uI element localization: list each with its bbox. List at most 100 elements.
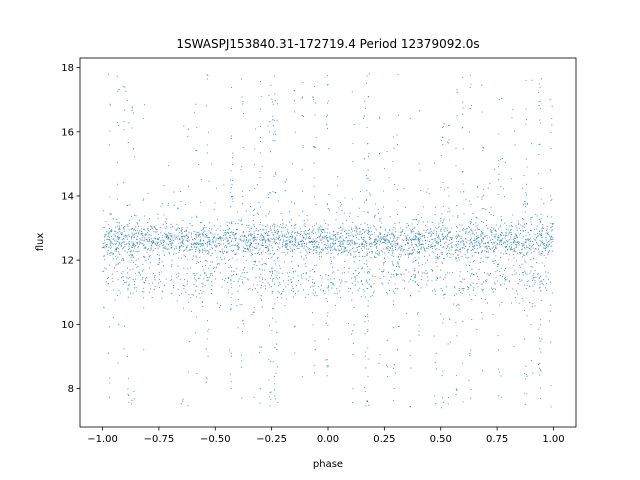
data-point [311, 231, 313, 233]
data-point [293, 248, 295, 250]
data-point [297, 280, 300, 282]
data-point [366, 279, 368, 281]
data-point [183, 255, 185, 257]
data-point [510, 231, 512, 234]
data-point [293, 326, 295, 328]
data-point [269, 405, 271, 407]
data-point [156, 253, 158, 256]
data-point [226, 251, 228, 253]
data-point [459, 249, 462, 251]
data-point [128, 395, 130, 397]
data-point [132, 229, 134, 231]
data-point [474, 248, 476, 250]
data-point [121, 239, 123, 241]
data-point [339, 296, 341, 298]
data-point [342, 223, 344, 225]
data-point [170, 279, 172, 281]
data-point [469, 223, 472, 225]
data-point [219, 229, 221, 231]
data-point [233, 234, 235, 236]
data-point [316, 240, 318, 242]
data-point [459, 247, 461, 249]
data-point [316, 247, 318, 249]
data-point [210, 274, 212, 276]
data-point [292, 290, 294, 293]
data-point [419, 237, 421, 239]
data-point [113, 233, 115, 235]
data-point [204, 236, 206, 238]
data-point [237, 327, 239, 329]
data-point [133, 250, 135, 252]
data-point [242, 319, 244, 321]
data-point [253, 264, 255, 266]
data-point [128, 219, 130, 222]
data-point [383, 276, 385, 278]
data-point [441, 252, 443, 254]
data-point [434, 293, 436, 295]
data-point [359, 232, 361, 234]
data-point [340, 282, 342, 284]
data-point [235, 233, 237, 235]
data-point [412, 251, 414, 253]
data-point [131, 236, 133, 238]
data-point [501, 218, 503, 221]
data-point [353, 247, 355, 249]
data-point [313, 185, 315, 187]
data-point [232, 232, 235, 234]
data-point [539, 233, 541, 235]
data-point [370, 250, 372, 252]
data-point [535, 242, 538, 244]
data-point [264, 285, 266, 287]
data-point [319, 228, 321, 230]
data-point [187, 241, 189, 243]
data-point [393, 235, 395, 237]
data-point [425, 262, 427, 264]
data-point [312, 238, 314, 240]
data-point [230, 222, 232, 224]
data-point [481, 198, 483, 200]
data-point [131, 246, 133, 248]
data-point [455, 394, 457, 396]
data-point [504, 280, 506, 282]
data-point [412, 249, 414, 251]
data-point [477, 286, 479, 288]
data-point [396, 236, 398, 238]
data-point [355, 227, 357, 229]
data-point [411, 223, 413, 225]
data-point [303, 242, 305, 244]
data-point [404, 254, 406, 256]
data-point [274, 120, 276, 122]
data-point [392, 233, 394, 235]
data-point [289, 245, 291, 247]
data-point [468, 246, 470, 248]
data-point [365, 107, 367, 109]
data-point [115, 248, 117, 250]
data-point [312, 289, 315, 291]
data-point [106, 290, 108, 292]
data-point [122, 271, 124, 273]
data-point [472, 246, 474, 248]
x-tick-label: 0.75 [486, 434, 508, 445]
data-point [140, 242, 142, 244]
data-point [118, 228, 120, 230]
data-point [319, 225, 322, 227]
data-point [143, 244, 145, 246]
data-point [523, 243, 525, 245]
data-point [102, 270, 104, 272]
data-point [328, 338, 330, 340]
data-point [190, 243, 192, 245]
data-point [525, 261, 527, 263]
data-points [102, 73, 554, 409]
data-point [158, 282, 160, 284]
data-point [148, 248, 150, 250]
data-point [274, 224, 276, 226]
data-point [294, 111, 296, 113]
data-point [154, 286, 156, 288]
data-point [250, 241, 252, 243]
data-point [230, 381, 232, 383]
data-point [490, 206, 492, 208]
data-point [272, 119, 274, 121]
data-point [143, 198, 145, 200]
data-point [354, 280, 356, 282]
data-point [109, 213, 111, 215]
